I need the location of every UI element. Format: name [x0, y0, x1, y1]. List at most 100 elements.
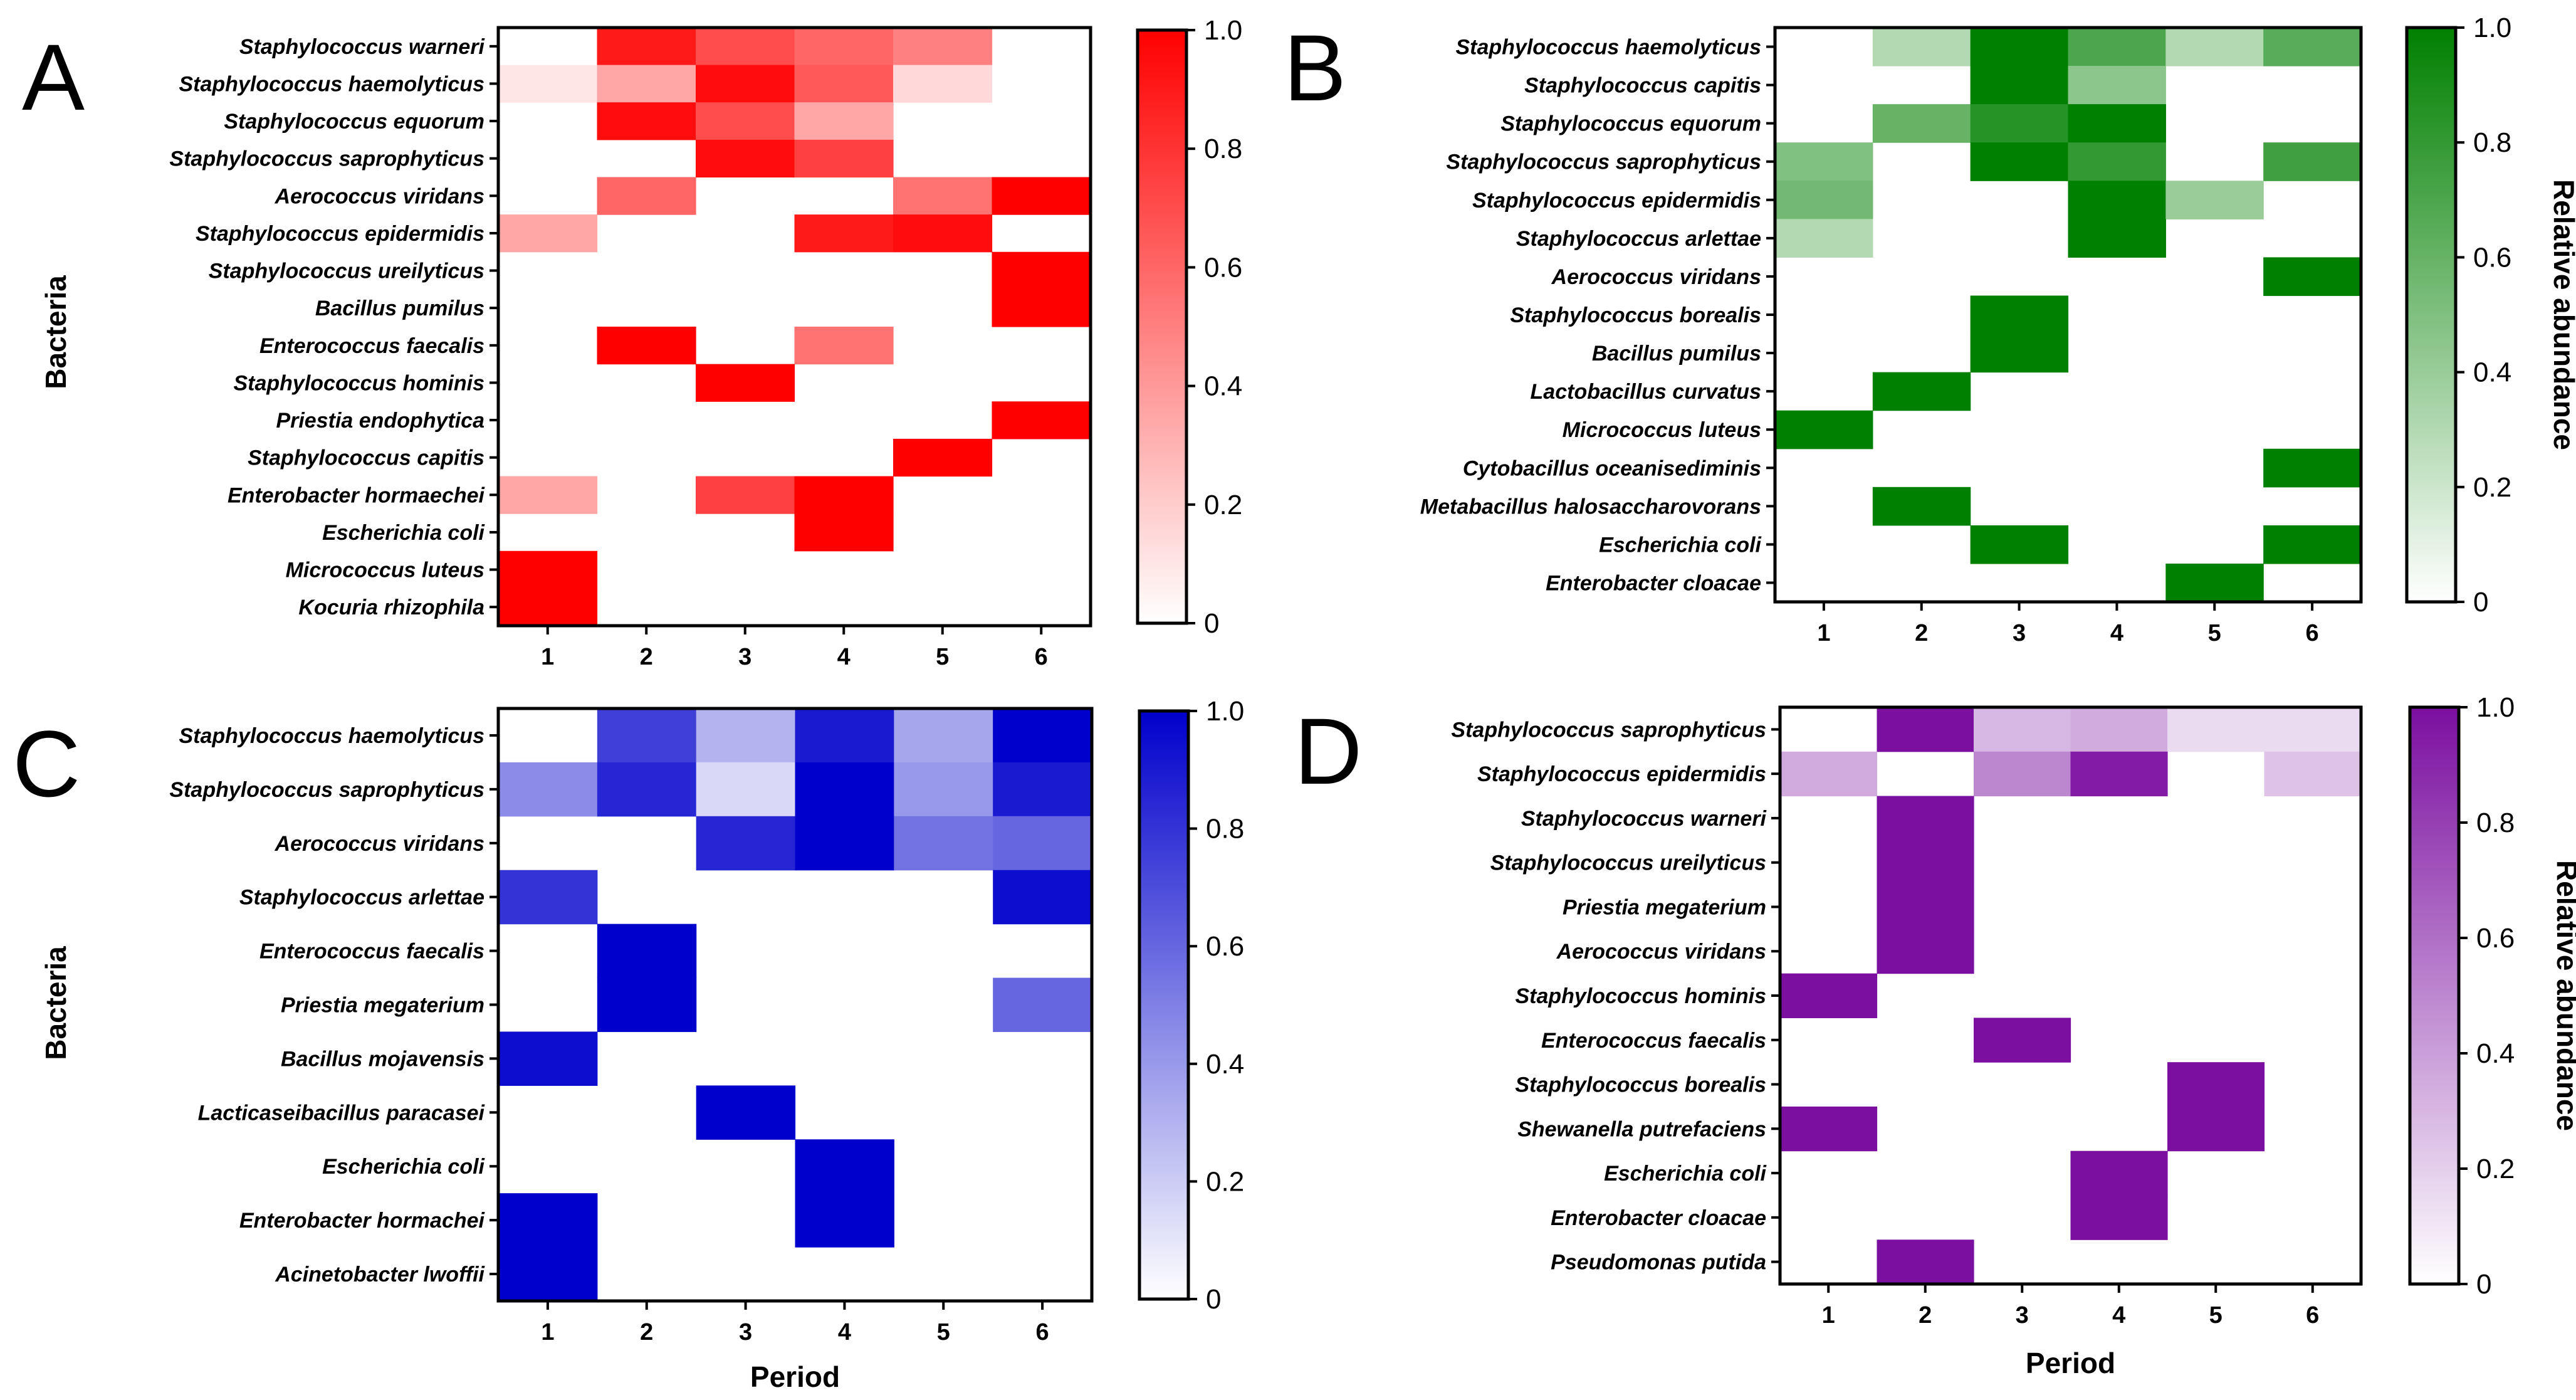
heatmap-cell: [597, 102, 696, 140]
heatmap-cell: [498, 588, 598, 626]
heatmap-cell: [794, 28, 894, 66]
species-label: Staphylococcus saprophyticus: [169, 147, 484, 171]
heatmap-cell: [597, 762, 697, 817]
heatmap-cell: [1775, 142, 1873, 181]
colorbar-tick-label: 0.4: [1206, 1049, 1244, 1080]
heatmap-cell: [1780, 973, 1878, 1018]
period-label: 3: [2013, 620, 2026, 646]
heatmap-cell: [894, 816, 993, 871]
heatmap-cell: [696, 1085, 796, 1140]
heatmap-cell: [2068, 219, 2166, 258]
heatmap-cell: [1970, 525, 2069, 564]
species-label: Escherichia coli: [322, 1155, 485, 1179]
colorbar-tick-label: 0.2: [1206, 1166, 1244, 1197]
period-label: 5: [2209, 1302, 2223, 1329]
heatmap-cell: [794, 513, 894, 552]
species-label: Lactobacillus curvatus: [1531, 380, 1761, 404]
period-label: 2: [1915, 620, 1928, 646]
heatmap-cell: [696, 102, 795, 140]
species-label: Staphylococcus saprophyticus: [1451, 718, 1766, 742]
heatmap-cell: [498, 550, 598, 589]
period-label: 6: [2306, 620, 2319, 646]
heatmap-cell: [1775, 181, 1873, 219]
heatmap-cell: [1970, 104, 2069, 143]
colorbar-tick-label: 1.0: [1206, 696, 1244, 727]
heatmap-cell: [1775, 219, 1873, 258]
species-label: Bacillus pumilus: [1592, 342, 1761, 366]
heatmap-cell: [2070, 707, 2168, 752]
period-label: 2: [640, 644, 653, 670]
heatmap-cell: [2167, 707, 2265, 752]
species-label: Priestia endophytica: [276, 409, 484, 433]
heatmap-cell: [1780, 1106, 1878, 1152]
heatmap-cell: [2068, 104, 2166, 143]
heatmap-cells: [1775, 28, 2362, 603]
heatmap-cell: [1877, 707, 1974, 752]
heatmap-cell: [696, 708, 796, 763]
species-label: Enterococcus faecalis: [1541, 1029, 1766, 1053]
heatmap-cells: [498, 28, 1091, 626]
heatmap-cell: [893, 214, 993, 253]
period-label: 4: [838, 1319, 851, 1345]
heatmap-cell: [1974, 1018, 2071, 1063]
heatmap-cell: [1877, 1239, 1974, 1285]
heatmap-cell: [696, 65, 795, 103]
species-label: Micrococcus luteus: [286, 559, 484, 582]
heatmap-cell: [498, 1193, 598, 1248]
colorbar-title: Relative abundance: [2548, 179, 2576, 450]
colorbar-tick-label: 0.4: [1204, 371, 1242, 402]
heatmap-cell: [2263, 525, 2362, 564]
period-label: 1: [1817, 620, 1830, 646]
colorbar-tick-label: 0.6: [2476, 923, 2515, 954]
heatmap-cell: [696, 28, 795, 66]
heatmap-cell: [795, 1139, 894, 1194]
species-label: Staphylococcus hominis: [233, 371, 484, 395]
species-label: Staphylococcus capitis: [1524, 74, 1761, 98]
period-label: 4: [2112, 1302, 2125, 1329]
heatmap-cell: [993, 708, 1092, 763]
x-axis-title: Period: [750, 1361, 840, 1393]
heatmap-cell: [696, 364, 795, 402]
period-label: 3: [739, 1319, 752, 1345]
heatmap-cell: [1970, 295, 2069, 335]
heatmap-cell: [992, 401, 1091, 439]
colorbar-tick-label: 1.0: [2473, 13, 2511, 43]
heatmap-cell: [894, 708, 993, 763]
species-label: Bacillus pumilus: [315, 297, 484, 320]
species-label: Metabacillus halosaccharovorans: [1420, 495, 1761, 518]
heatmap-cell: [893, 438, 993, 477]
heatmap-cell: [894, 762, 993, 817]
panel-letter: B: [1284, 15, 1346, 120]
heatmap-panel-c: Staphylococcus haemolyticus Staphylococcu…: [13, 696, 1244, 1393]
heatmap-cell: [597, 977, 697, 1033]
period-label: 4: [2110, 620, 2123, 646]
heatmap-cells: [498, 708, 1092, 1302]
heatmap-cell: [696, 816, 796, 871]
heatmap-cell: [2263, 448, 2362, 488]
heatmap-cell: [498, 870, 598, 925]
heatmap-cell: [1872, 28, 1971, 66]
panel-letter: C: [13, 711, 80, 816]
species-label: Shewanella putrefaciens: [1517, 1117, 1766, 1141]
species-label: Escherichia coli: [322, 521, 485, 545]
heatmap-cell: [2167, 1062, 2265, 1107]
heatmap-cell: [498, 762, 598, 817]
colorbar: [1136, 28, 1188, 625]
panel-letter: D: [1294, 698, 1362, 804]
species-label: Cytobacillus oceanisediminis: [1463, 456, 1761, 480]
heatmap-cell: [498, 65, 598, 103]
heatmap-cell: [597, 177, 696, 215]
heatmap-cell: [1970, 334, 2069, 373]
heatmap-cell: [498, 476, 598, 514]
heatmap-cell: [992, 289, 1091, 327]
colorbar-tick-label: 0.8: [2473, 127, 2511, 158]
heatmap-cell: [2070, 751, 2168, 797]
heatmap-cell: [2263, 28, 2362, 66]
heatmap-cell: [993, 870, 1092, 925]
heatmap-cell: [794, 214, 894, 253]
colorbar-tick-label: 0: [2476, 1269, 2491, 1300]
heatmap-cell: [597, 65, 696, 103]
colorbar-tick-label: 0: [1206, 1284, 1221, 1315]
colorbar-tick-label: 0.2: [1204, 490, 1242, 520]
y-axis-title: Bacteria: [39, 275, 72, 389]
